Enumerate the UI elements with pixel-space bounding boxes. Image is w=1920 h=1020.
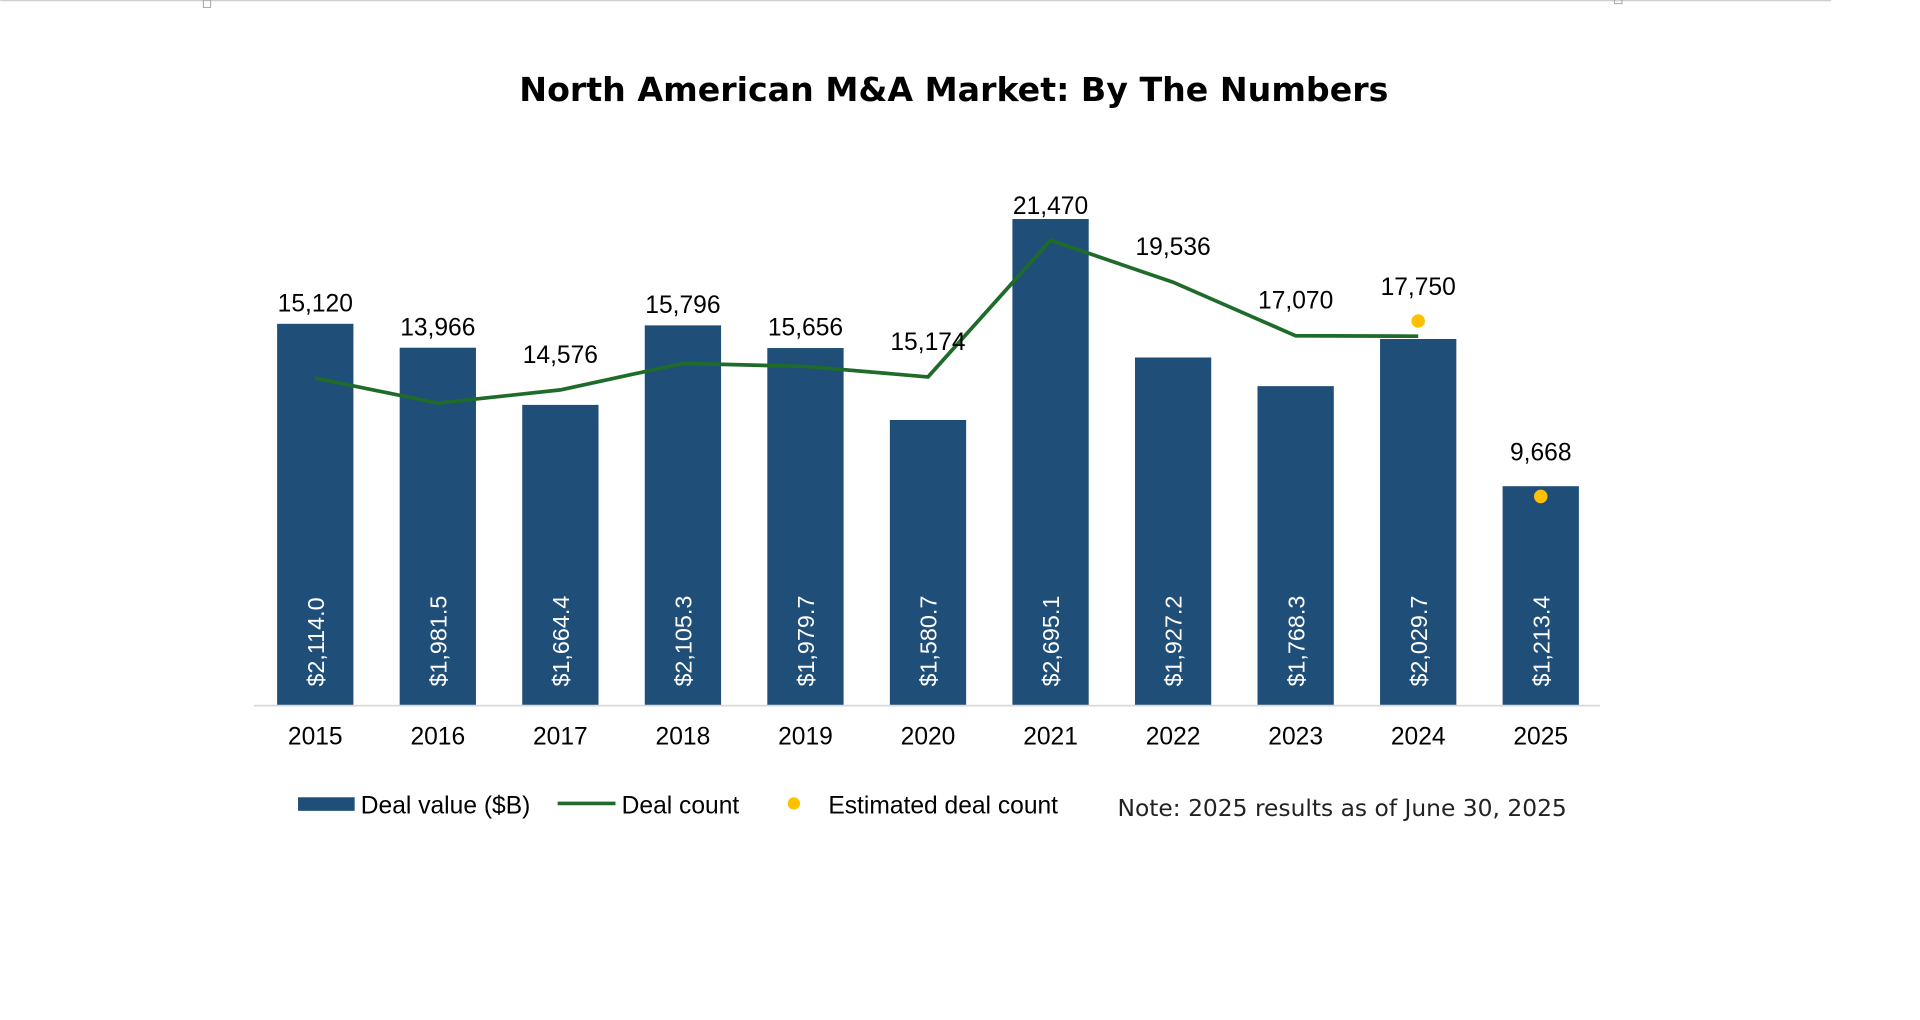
deal-count-label: 15,796	[645, 292, 720, 319]
x-tick-label: 2019	[778, 723, 833, 750]
x-tick-label: 2017	[533, 723, 588, 750]
estimated-deal-count-label: 17,750	[1381, 274, 1456, 301]
bar-value-label: $1,981.5	[425, 596, 451, 687]
resize-handle[interactable]	[202, 0, 212, 8]
legend: Deal value ($B) Deal count Estimated dea…	[298, 792, 1058, 819]
bar-2021	[1012, 219, 1089, 706]
chart-title: North American M&A Market: By The Number…	[519, 70, 1388, 109]
bar-2016	[399, 347, 476, 706]
legend-label-estimated: Estimated deal count	[828, 792, 1058, 819]
deal-count-label: 13,966	[400, 314, 475, 341]
bar-2017	[522, 404, 599, 706]
bar-value-label: $1,580.7	[916, 596, 942, 687]
bar-2024	[1380, 339, 1457, 706]
estimated-deal-count-point	[1533, 489, 1548, 504]
deal-count-label: 21,470	[1013, 193, 1088, 220]
bar-2025	[1502, 486, 1579, 706]
x-tick-label: 2024	[1391, 723, 1446, 750]
x-tick-label: 2018	[656, 723, 711, 750]
deal-count-label: 15,656	[768, 315, 843, 342]
bar-2020	[889, 419, 967, 706]
x-tick-label: 2015	[288, 723, 343, 750]
bar-value-label: $1,768.3	[1283, 596, 1309, 687]
bar-value-label: $1,213.4	[1528, 596, 1554, 687]
bar-value-label: $2,029.7	[1406, 596, 1432, 687]
x-tick-label: 2021	[1023, 723, 1078, 750]
deal-count-line	[314, 238, 1419, 405]
estimated-deal-count-point	[1411, 314, 1425, 328]
chart-note: Note: 2025 results as of June 30, 2025	[1117, 794, 1566, 822]
bar-value-label: $2,105.3	[671, 596, 697, 687]
x-tick-label: 2023	[1268, 723, 1323, 750]
bar-2023	[1257, 386, 1334, 706]
deal-count-label: 15,120	[278, 291, 353, 318]
legend-swatch-deal-value	[298, 797, 355, 811]
bar-2019	[767, 348, 844, 706]
estimated-deal-count-label: 9,668	[1510, 439, 1572, 466]
bar-value-label: $1,927.2	[1161, 596, 1187, 687]
deal-count-label: 14,576	[523, 342, 598, 369]
legend-swatch-estimated	[787, 797, 801, 810]
bar-2018	[644, 325, 722, 706]
x-tick-label: 2025	[1513, 723, 1568, 750]
x-tick-label: 2016	[410, 723, 465, 750]
bar-value-label: $1,979.7	[793, 596, 819, 687]
deal-count-label: 15,174	[890, 329, 965, 356]
deal-count-label: 19,536	[1135, 234, 1210, 261]
bar-2015	[277, 323, 354, 706]
bar-value-label: $1,664.4	[548, 596, 574, 687]
legend-label-deal-value: Deal value ($B)	[361, 792, 531, 819]
bar-2022	[1134, 357, 1212, 706]
bar-value-label: $2,695.1	[1038, 596, 1064, 687]
x-tick-label: 2022	[1146, 723, 1201, 750]
x-tick-label: 2020	[901, 723, 956, 750]
resize-handle[interactable]	[1614, 0, 1623, 5]
deal-count-label: 17,070	[1258, 288, 1333, 315]
legend-label-deal-count: Deal count	[622, 792, 740, 819]
bar-value-label: $2,114.0	[303, 597, 329, 686]
